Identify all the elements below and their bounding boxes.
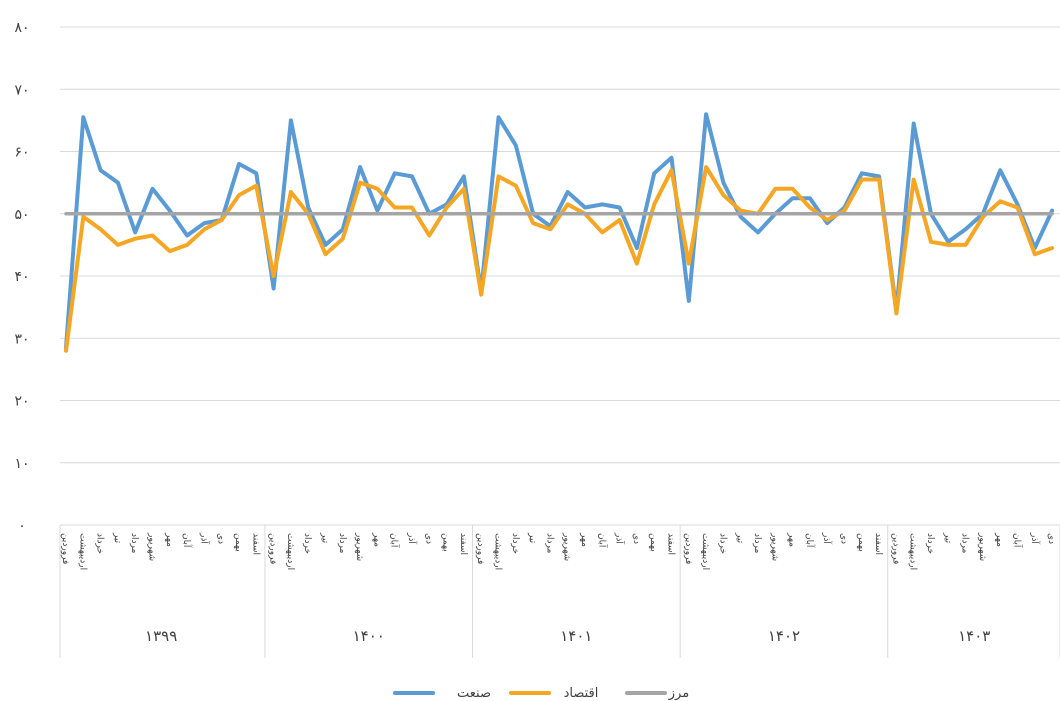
- x-tick-label: خرداد: [510, 533, 520, 554]
- x-tick-label: شهریور: [354, 532, 364, 561]
- x-tick-label: خرداد: [717, 533, 727, 554]
- x-tick-label: تیر: [320, 532, 330, 544]
- x-tick-label: شهریور: [769, 532, 779, 561]
- x-tick-label: مرداد: [960, 533, 970, 553]
- series-line: [64, 112, 1055, 350]
- series-lines: [64, 112, 1055, 353]
- x-tick-label: آذر: [1029, 532, 1041, 544]
- x-tick-label: فروردین: [475, 533, 485, 564]
- y-axis-ticks: ۰ ۱۰ ۲۰ ۳۰ ۴۰ ۵۰ ۶۰ ۷۰ ۸۰: [14, 20, 29, 534]
- x-tick-label: دی: [631, 533, 641, 544]
- x-tick-label: مهر: [579, 532, 589, 547]
- x-tick-label: شهریور: [147, 532, 157, 561]
- series-line: [64, 165, 1055, 353]
- x-tick-label: فروردین: [60, 533, 70, 564]
- y-tick-label: ۰: [18, 518, 26, 534]
- x-year-label: ۱۴۰۳: [958, 627, 990, 645]
- x-tick-label: فروردین: [683, 533, 693, 564]
- x-tick-label: دی: [1046, 533, 1056, 544]
- x-tick-label: آبان: [596, 533, 608, 548]
- x-tick-label: آبان: [804, 533, 816, 548]
- x-tick-label: فروردین: [890, 533, 900, 564]
- x-tick-label: فروردین: [268, 533, 278, 564]
- x-tick-label: اسفند: [458, 533, 468, 555]
- gridlines: [60, 26, 1060, 526]
- y-tick-label: ۲۰: [14, 394, 29, 410]
- x-tick-label: آبان: [389, 533, 401, 548]
- x-tick-label: تیر: [527, 532, 537, 544]
- x-tick-label: مرداد: [544, 533, 554, 553]
- x-tick-label: اسفند: [873, 533, 883, 555]
- x-tick-label: آذر: [406, 532, 418, 544]
- x-tick-label: مرداد: [129, 533, 139, 553]
- x-tick-label: شهریور: [562, 532, 572, 561]
- x-year-label: ۱۴۰۱: [560, 627, 592, 645]
- x-tick-label: مرداد: [337, 533, 347, 553]
- x-tick-label: تیر: [942, 532, 952, 544]
- y-tick-label: ۶۰: [14, 145, 29, 161]
- x-tick-label: دی: [839, 533, 849, 544]
- x-tick-label: اسفند: [250, 533, 260, 555]
- y-tick-label: ۸۰: [14, 20, 29, 36]
- y-tick-label: ۴۰: [14, 269, 29, 285]
- y-tick-label: ۵۰: [14, 207, 29, 223]
- y-tick-label: ۷۰: [14, 82, 29, 98]
- y-tick-label: ۳۰: [14, 331, 29, 347]
- x-tick-label: آبان: [181, 533, 193, 548]
- legend-label: مرز: [668, 686, 689, 701]
- x-tick-label: خرداد: [95, 533, 105, 554]
- x-tick-label: تیر: [112, 532, 122, 544]
- x-axis: فروردین اردیبهشت خرداد تیر مرداد شهریور مهر آبا…: [59, 525, 1060, 658]
- x-tick-label: اردیبهشت: [77, 533, 87, 570]
- x-tick-label: آذر: [821, 532, 833, 544]
- x-tick-label: بهمن: [648, 533, 658, 552]
- x-tick-label: اردیبهشت: [700, 533, 710, 570]
- x-tick-label: دی: [423, 533, 433, 544]
- x-year-label: ۱۴۰۰: [353, 627, 385, 645]
- x-tick-label: اسفند: [666, 533, 676, 555]
- x-tick-label: مهر: [787, 532, 797, 547]
- x-tick-label: بهمن: [856, 533, 866, 552]
- x-tick-label: مهر: [164, 532, 174, 547]
- x-tick-label: تیر: [735, 532, 745, 544]
- legend-label: اقتصاد: [564, 686, 599, 701]
- x-tick-label: مهر: [371, 532, 381, 547]
- x-tick-label: دی: [216, 533, 226, 544]
- x-tick-label: آذر: [614, 532, 626, 544]
- x-tick-label: مرداد: [752, 533, 762, 553]
- x-tick-label: اردیبهشت: [493, 533, 503, 570]
- x-tick-label: خرداد: [925, 533, 935, 554]
- x-year-label: ۱۴۰۲: [768, 627, 800, 645]
- x-tick-label: خرداد: [302, 533, 312, 554]
- x-tick-label: مهر: [994, 532, 1004, 547]
- x-tick-label: آذر: [198, 532, 210, 544]
- x-tick-label: اردیبهشت: [285, 533, 295, 570]
- y-tick-label: ۱۰: [14, 456, 29, 472]
- x-year-label: ۱۳۹۹: [145, 627, 177, 645]
- legend-label: صنعت: [457, 686, 491, 701]
- x-tick-label: شهریور: [977, 532, 987, 561]
- x-tick-label: بهمن: [441, 533, 451, 552]
- x-tick-label: بهمن: [233, 533, 243, 552]
- x-tick-label: آبان: [1012, 533, 1024, 548]
- x-tick-label: اردیبهشت: [908, 533, 918, 570]
- legend: صنعت اقتصاد مرز: [393, 686, 689, 701]
